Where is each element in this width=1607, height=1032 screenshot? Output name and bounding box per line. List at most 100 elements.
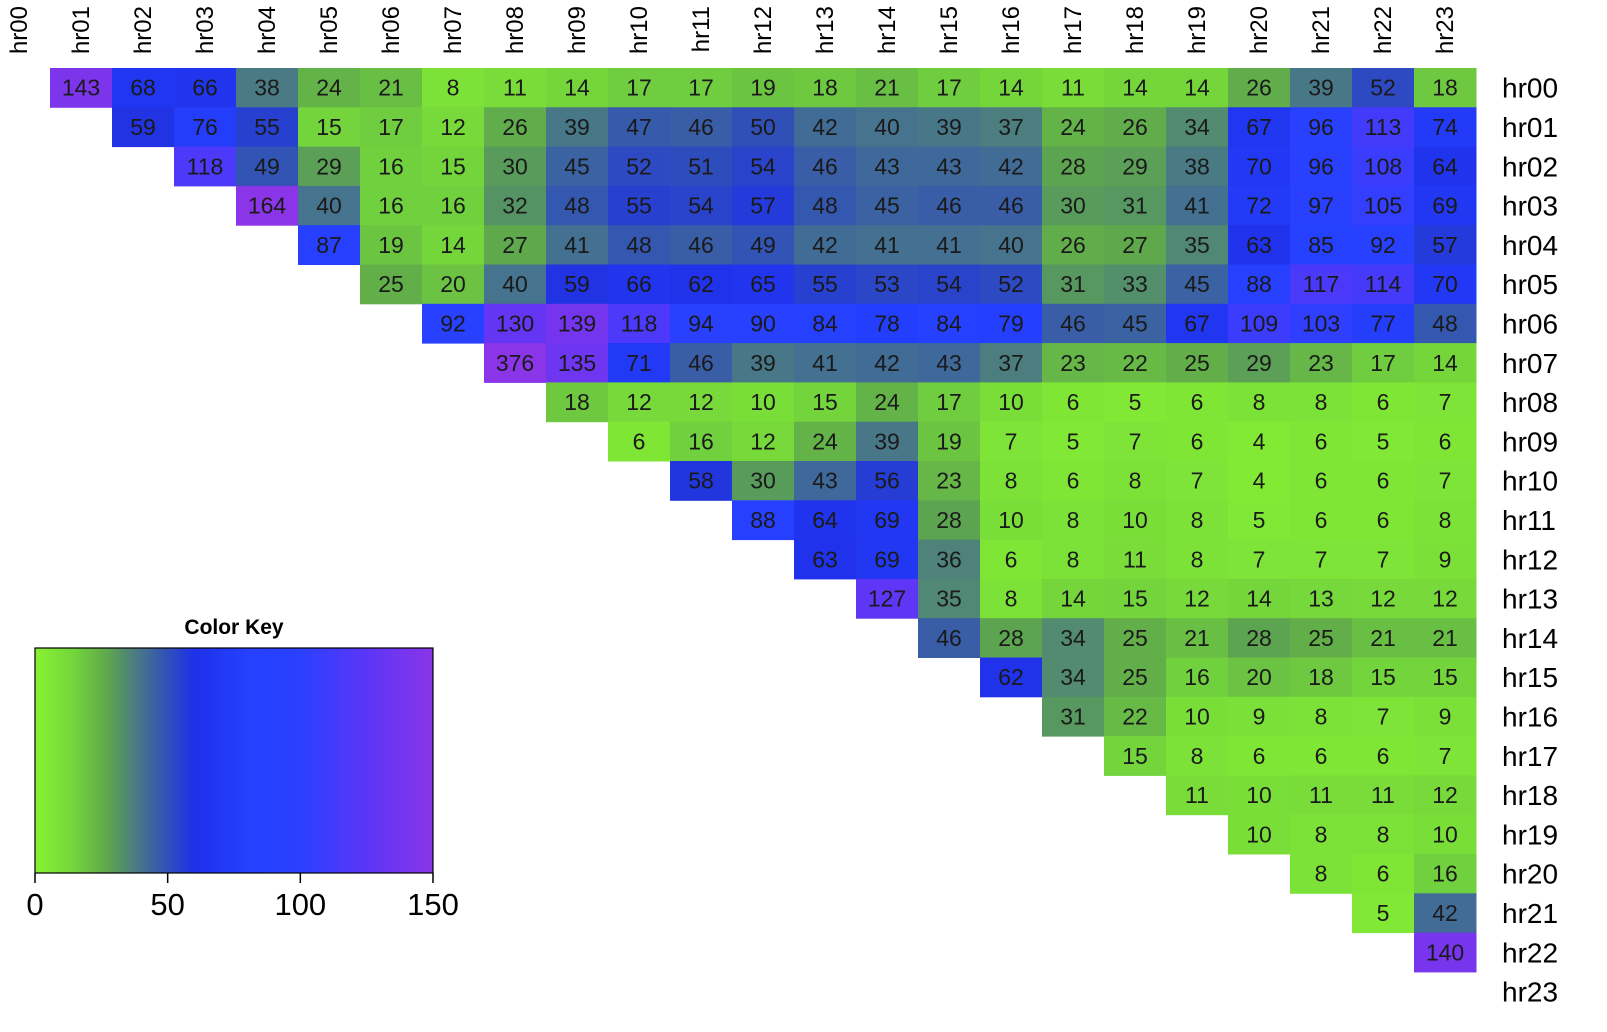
- heatmap-cell-hr01-hr06: [360, 107, 423, 148]
- cell-value: 11: [1123, 546, 1147, 572]
- cell-value: 6: [1315, 743, 1328, 769]
- cell-value: 6: [1067, 468, 1080, 494]
- heatmap-cell-hr02-hr22: [1352, 146, 1415, 187]
- cell-value: 16: [378, 193, 404, 219]
- cell-value: 14: [1432, 350, 1458, 376]
- cell-value: 96: [1308, 153, 1334, 179]
- cell-value: 108: [1364, 153, 1402, 179]
- cell-value: 51: [688, 153, 714, 179]
- heatmap-cell-hr03-hr23: [1414, 185, 1477, 226]
- heatmap-cell-hr05-hr11: [670, 264, 733, 305]
- cell-value: 19: [750, 75, 776, 101]
- cell-value: 42: [812, 114, 838, 140]
- heatmap-cell-hr10-hr22: [1352, 461, 1415, 501]
- heatmap-cell-hr12-hr21: [1290, 539, 1353, 580]
- heatmap-cell-hr11-hr14: [856, 500, 919, 541]
- heatmap-cell-hr15-hr21: [1290, 657, 1353, 698]
- cell-value: 59: [564, 271, 590, 297]
- heatmap-cell-hr03-hr17: [1042, 185, 1105, 226]
- cell-value: 70: [1432, 271, 1458, 297]
- heatmap-cell-hr00-hr02: [112, 68, 175, 108]
- heatmap-cell-hr08-hr11: [670, 382, 733, 423]
- heatmap-cell-hr17-hr20: [1228, 736, 1291, 776]
- cell-value: 59: [130, 114, 156, 140]
- cell-value: 8: [1377, 821, 1390, 847]
- cell-value: 9: [1439, 546, 1452, 572]
- column-label-hr19: hr19: [1184, 6, 1211, 54]
- cell-value: 53: [874, 271, 900, 297]
- heatmap-cell-hr12-hr15: [918, 539, 981, 580]
- cell-value: 23: [1060, 350, 1086, 376]
- heatmap-cell-hr08-hr21: [1290, 382, 1353, 423]
- cell-value: 15: [1370, 664, 1396, 690]
- cell-value: 17: [688, 75, 714, 101]
- heatmap-cell-hr04-hr05: [298, 225, 361, 265]
- cell-value: 63: [1246, 232, 1272, 258]
- heatmap-cell-hr11-hr17: [1042, 500, 1105, 541]
- cell-value: 45: [564, 153, 590, 179]
- heatmap-cell-hr11-hr13: [794, 500, 857, 541]
- cell-value: 8: [1005, 586, 1018, 612]
- cell-value: 14: [998, 75, 1024, 101]
- heatmap-cell-hr15-hr16: [980, 657, 1043, 698]
- cell-value: 105: [1364, 193, 1402, 219]
- cell-value: 6: [1377, 743, 1390, 769]
- heatmap-cell-hr01-hr22: [1352, 107, 1415, 148]
- heatmap-cell-hr18-hr22: [1352, 775, 1415, 816]
- cell-value: 20: [440, 271, 466, 297]
- row-label-hr03: hr03: [1502, 191, 1558, 222]
- cell-value: 10: [1246, 782, 1272, 808]
- heatmap-cell-hr05-hr22: [1352, 264, 1415, 305]
- heatmap-cell-hr03-hr11: [670, 185, 733, 226]
- cell-value: 8: [1067, 507, 1080, 533]
- cell-value: 71: [626, 350, 652, 376]
- heatmap-cell-hr14-hr16: [980, 618, 1043, 658]
- cell-value: 31: [1122, 193, 1148, 219]
- cell-value: 6: [1439, 428, 1452, 454]
- heatmap-cell-hr16-hr23: [1414, 696, 1477, 737]
- row-label-hr21: hr21: [1502, 898, 1558, 929]
- heatmap-cell-hr09-hr11: [670, 421, 733, 462]
- cell-value: 8: [447, 75, 460, 101]
- heatmap-cell-hr03-hr10: [608, 185, 671, 226]
- cell-value: 8: [1067, 546, 1080, 572]
- heatmap-cell-hr03-hr12: [732, 185, 795, 226]
- cell-value: 11: [1185, 782, 1209, 808]
- heatmap-cell-hr09-hr14: [856, 421, 919, 462]
- row-labels: hr00 hr01 hr02 hr03 hr04 hr05 hr06 hr07 hr08 hr09…: [1502, 73, 1558, 1008]
- column-label-hr01: hr01: [68, 6, 95, 54]
- heatmap-cell-hr06-hr21: [1290, 303, 1353, 344]
- heatmap-cell-hr09-hr23: [1414, 421, 1477, 462]
- cell-value: 6: [1315, 507, 1328, 533]
- heatmap-cell-hr03-hr05: [298, 185, 361, 226]
- column-label-hr10: hr10: [626, 6, 653, 54]
- cell-value: 55: [812, 271, 838, 297]
- cell-value: 14: [1246, 586, 1272, 612]
- cell-value: 30: [1060, 193, 1086, 219]
- heatmap-cell-hr12-hr17: [1042, 539, 1105, 580]
- cell-value: 39: [750, 350, 776, 376]
- cell-value: 65: [750, 271, 776, 297]
- heatmap-cell-hr00-hr01: [50, 68, 113, 108]
- cell-value: 69: [874, 546, 900, 572]
- heatmap-cell-hr11-hr22: [1352, 500, 1415, 541]
- heatmap-cell-hr15-hr19: [1166, 657, 1229, 698]
- heatmap-cell-hr01-hr08: [484, 107, 547, 148]
- heatmap-cell-hr04-hr13: [794, 225, 857, 265]
- heatmap-cell-hr04-hr16: [980, 225, 1043, 265]
- heatmap-cell-hr18-hr20: [1228, 775, 1291, 816]
- cell-value: 10: [1246, 821, 1272, 847]
- row-label-hr05: hr05: [1502, 269, 1558, 300]
- cell-value: 39: [1308, 75, 1334, 101]
- row-label-hr07: hr07: [1502, 348, 1558, 379]
- heatmap-cell-hr14-hr18: [1104, 618, 1167, 658]
- cell-value: 77: [1370, 310, 1396, 336]
- heatmap-cell-hr01-hr16: [980, 107, 1043, 148]
- row-label-hr16: hr16: [1502, 701, 1558, 732]
- cell-value: 84: [812, 310, 838, 336]
- heatmap-cell-hr06-hr13: [794, 303, 857, 344]
- cell-value: 88: [750, 507, 776, 533]
- column-labels: hr00 hr01 hr02 hr03 hr04 hr05 hr06 hr07 hr08 hr09…: [6, 6, 1459, 54]
- cell-value: 56: [874, 468, 900, 494]
- cell-value: 6: [1377, 861, 1390, 887]
